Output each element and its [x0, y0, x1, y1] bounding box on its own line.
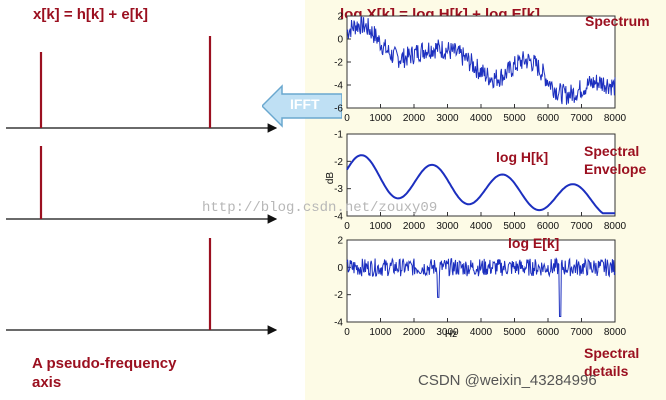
details-panel-xtick-label: 3000	[436, 327, 459, 338]
details-panel-ytick-label: -2	[334, 290, 343, 301]
time-domain-equation: x[k] = h[k] + e[k]	[33, 6, 149, 23]
details-panel-xtick-label: 7000	[570, 327, 593, 338]
envelope-panel-xtick-label: 1000	[369, 221, 392, 232]
details-panel-xtick-label: 5000	[503, 327, 526, 338]
details-panel-xtick-label: 6000	[537, 327, 560, 338]
spectrum-panel-xtick-label: 0	[344, 113, 350, 124]
envelope-panel-ytick-label: -3	[334, 184, 343, 195]
details-panel-xtick-label: 0	[344, 327, 350, 338]
hz-axis-label: Hz	[445, 329, 457, 340]
details-panel-xtick-label: 4000	[470, 327, 493, 338]
log-h-label: log H[k]	[496, 149, 549, 165]
impulse-diagrams	[6, 36, 278, 335]
spectrum-panel-ytick-label: -6	[334, 104, 343, 115]
ifft-label: IFFT	[290, 96, 320, 112]
envelope-panel-ytick-label: -4	[334, 212, 343, 223]
spectrum-panel-xtick-label: 5000	[503, 113, 526, 124]
watermark-url: http://blog.csdn.net/zouxy09	[202, 200, 438, 216]
spectrum-panel-xtick-label: 7000	[570, 113, 593, 124]
spectrum-panel-curve	[346, 16, 616, 105]
spectrum-panel-xtick-label: 2000	[403, 113, 426, 124]
details-panel-curve	[346, 257, 616, 317]
log-e-label: log E[k]	[508, 235, 560, 251]
details-panel-xtick-label: 8000	[604, 327, 627, 338]
spectrum-panel-xtick-label: 1000	[369, 113, 392, 124]
pseudo-frequency-label: A pseudo-frequency axis	[32, 355, 177, 391]
spectrum-panel-xtick-label: 4000	[470, 113, 493, 124]
envelope-panel-frame	[346, 133, 616, 217]
details-panel-frame	[346, 239, 616, 323]
spectrum-panel-xtick-label: 8000	[604, 113, 627, 124]
envelope-panel-xtick-label: 4000	[470, 221, 493, 232]
envelope-panel-xtick-label: 0	[344, 221, 350, 232]
details-panel-ytick-label: -4	[334, 318, 343, 329]
csdn-footer: CSDN @weixin_43284996	[418, 372, 597, 389]
spectrum-panel-xtick-label: 3000	[436, 113, 459, 124]
spectral-details-label: Spectral details	[584, 345, 640, 379]
left-panel	[0, 0, 305, 400]
details-panel-xtick-label: 2000	[403, 327, 426, 338]
details-panel-xtick-label: 1000	[369, 327, 392, 338]
ifft-arrow-icon	[262, 84, 342, 128]
envelope-panel-ytick-label: -1	[334, 130, 343, 141]
envelope-panel-xtick-label: 8000	[604, 221, 627, 232]
spectrum-panel-frame	[346, 15, 616, 109]
envelope-panel-curve	[346, 154, 615, 215]
details-panel-ytick-label: 2	[337, 236, 343, 247]
spectrum-label: Spectrum	[585, 13, 650, 29]
spectrum-panel-ytick-label: -4	[334, 81, 343, 92]
spectrum-plots: 20-2-4-60 1000 2000 3000 4000 5000 6000 7000 800…	[325, 12, 627, 341]
envelope-panel-ytick-label: -2	[334, 157, 343, 168]
db-axis-label: dB	[325, 172, 336, 185]
spectrum-panel-ytick-label: -2	[334, 58, 343, 69]
details-panel-ytick-label: 0	[337, 263, 343, 274]
envelope-panel-xtick-label: 3000	[436, 221, 459, 232]
spectrum-panel-ytick-label: 0	[337, 35, 343, 46]
envelope-panel-xtick-label: 6000	[537, 221, 560, 232]
envelope-panel-xtick-label: 7000	[570, 221, 593, 232]
spectrum-panel-ytick-label: 2	[337, 12, 343, 23]
envelope-panel-xtick-label: 5000	[503, 221, 526, 232]
spectrum-panel-xtick-label: 6000	[537, 113, 560, 124]
envelope-panel-xtick-label: 2000	[403, 221, 426, 232]
spectral-envelope-label: Spectral Envelope	[584, 143, 647, 177]
